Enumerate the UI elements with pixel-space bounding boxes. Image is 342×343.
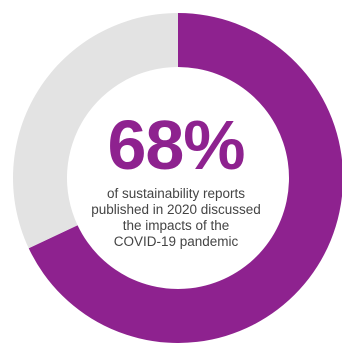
caption-line: published in 2020 discussed [91, 202, 261, 217]
caption-line: the impacts of the [122, 218, 230, 233]
caption: of sustainability reports published in 2… [76, 186, 276, 250]
slice-remainder [13, 13, 178, 249]
caption-line: of sustainability reports [106, 186, 246, 201]
slice-highlight [28, 13, 342, 343]
caption-line: COVID-19 pandemic [113, 234, 239, 249]
center-value: 68% [107, 106, 245, 184]
center-label: 68% of sustainability reports published … [76, 108, 276, 250]
